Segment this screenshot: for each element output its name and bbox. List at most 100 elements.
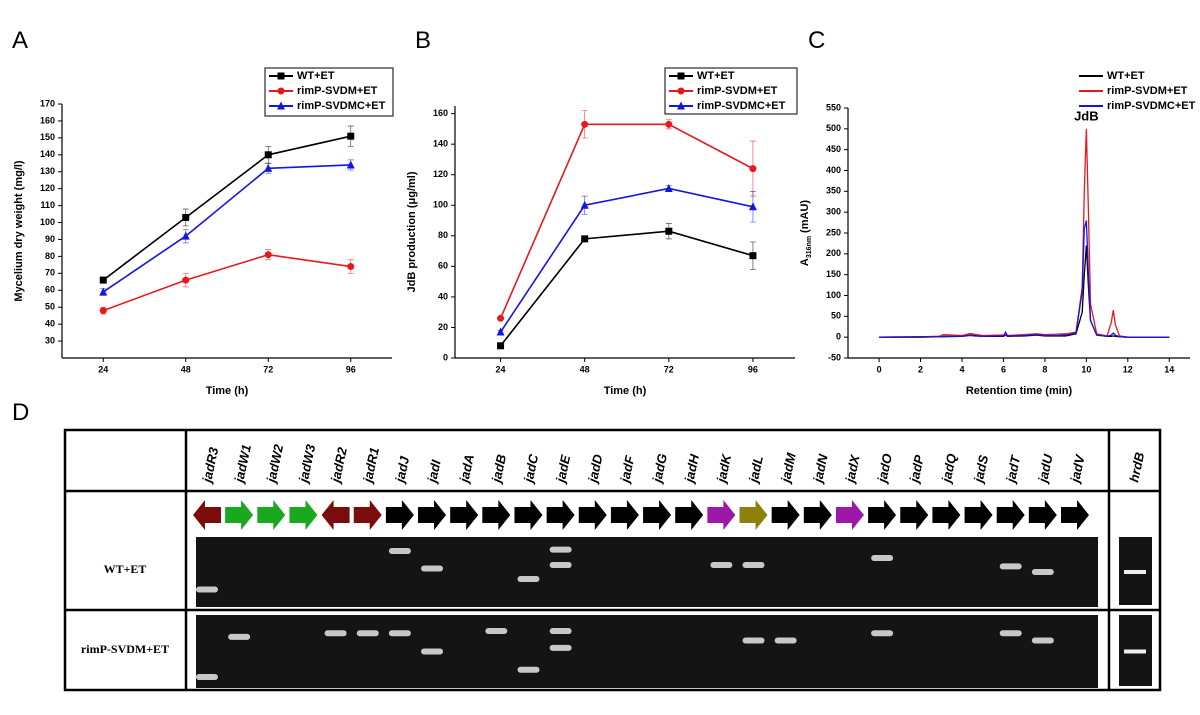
x-tick-label: 0 xyxy=(877,364,882,374)
gene-label: jadM xyxy=(778,450,799,485)
y-tick-label: 80 xyxy=(438,230,448,240)
gene-label: jadU xyxy=(1035,452,1056,485)
legend-label: rimP-SVDMC+ET xyxy=(697,100,786,112)
y-tick-label: 80 xyxy=(45,251,55,261)
gene-arrow xyxy=(675,500,704,530)
gel-table xyxy=(63,428,1162,692)
marker xyxy=(99,287,108,296)
legend-label: rimP-SVDM+ET xyxy=(297,85,378,97)
y-tick-label: 160 xyxy=(433,108,448,118)
y-tick-label: 150 xyxy=(826,269,841,279)
y-axis-title: Mycelium dry weight (mg/l) xyxy=(13,160,25,302)
marker xyxy=(277,87,285,95)
legend-label: WT+ET xyxy=(297,70,335,82)
gel-image xyxy=(196,537,1098,607)
y-tick-label: 0 xyxy=(836,332,841,342)
marker xyxy=(264,251,272,259)
x-tick-label: 4 xyxy=(959,364,964,374)
series-line xyxy=(499,123,754,319)
x-tick-label: 14 xyxy=(1164,364,1174,374)
marker xyxy=(264,163,273,172)
y-tick-label: 170 xyxy=(40,98,55,108)
y-tick-label: 140 xyxy=(433,139,448,149)
gene-arrow xyxy=(964,500,993,530)
gene-label: jadS xyxy=(970,453,991,485)
panel-label: C xyxy=(808,27,825,54)
marker xyxy=(581,120,589,128)
x-axis-title: Time (h) xyxy=(604,385,647,397)
legend-label: rimP-SVDM+ET xyxy=(1107,85,1188,97)
y-tick-label: 40 xyxy=(438,291,448,301)
gene-arrow xyxy=(900,500,929,530)
marker xyxy=(277,101,285,110)
y-tick-label: 350 xyxy=(826,186,841,196)
marker xyxy=(677,101,685,110)
gene-arrow xyxy=(578,500,607,530)
gene-arrow xyxy=(193,500,221,530)
gene-arrow xyxy=(353,500,382,530)
marker xyxy=(496,327,505,336)
gene-arrow xyxy=(1061,500,1089,530)
annotation: JdB xyxy=(1074,109,1099,124)
gene-label: jadR3 xyxy=(199,445,222,485)
y-tick-label: 250 xyxy=(826,227,841,237)
panel-label: A xyxy=(12,27,28,54)
control-band xyxy=(1124,649,1146,654)
y-tick-label: 60 xyxy=(438,261,448,271)
y-tick-label: 120 xyxy=(433,169,448,179)
y-tick-label: 130 xyxy=(40,166,55,176)
gel-band xyxy=(1031,637,1054,644)
marker xyxy=(99,307,107,315)
gene-label: jadA xyxy=(456,453,477,486)
x-tick-label: 24 xyxy=(98,364,108,374)
gene-label: jadE xyxy=(552,453,573,485)
gel-band xyxy=(999,630,1022,637)
y-tick-label: 120 xyxy=(40,183,55,193)
gene-arrow xyxy=(707,500,736,530)
gene-arrow xyxy=(835,500,864,530)
gene-arrow xyxy=(514,500,543,530)
gene-label: jadR1 xyxy=(360,446,382,486)
gel-band xyxy=(871,555,894,561)
gene-arrow xyxy=(418,500,447,530)
y-axis-title-sub: 316nm xyxy=(806,236,813,258)
y-tick-label: 30 xyxy=(45,335,55,345)
gene-label: jadX xyxy=(842,452,863,485)
gene-label: jadP xyxy=(906,453,927,485)
gel-band xyxy=(421,565,444,572)
series-line xyxy=(102,135,351,281)
gene-arrow xyxy=(868,500,897,530)
marker xyxy=(497,314,505,322)
x-axis-title: Retention time (min) xyxy=(966,385,1073,397)
x-axis-title: Time (h) xyxy=(206,385,249,397)
marker xyxy=(665,227,673,235)
gene-arrow xyxy=(257,500,286,530)
y-tick-label: 150 xyxy=(40,132,55,142)
series-line xyxy=(879,128,1170,338)
gene-label: jadN xyxy=(810,452,831,485)
marker xyxy=(182,276,190,284)
gene-arrow xyxy=(610,500,639,530)
y-tick-label: 140 xyxy=(40,149,55,159)
gene-label: jadD xyxy=(585,452,606,485)
marker xyxy=(664,183,673,192)
y-tick-label: 160 xyxy=(40,115,55,125)
legend-label: rimP-SVDMC+ET xyxy=(297,100,386,112)
y-tick-label: 400 xyxy=(826,165,841,175)
marker xyxy=(581,235,589,243)
y-axis-title-main: JdB production (μg/ml) xyxy=(406,171,418,292)
gene-label: jadT xyxy=(1003,453,1024,485)
row-label: rimP-SVDM+ET xyxy=(81,642,169,656)
marker xyxy=(677,87,685,95)
y-tick-label: 100 xyxy=(40,217,55,227)
gene-arrow xyxy=(643,500,672,530)
y-axis-title-unit: (mAU) xyxy=(799,200,811,233)
gel-band xyxy=(742,637,765,644)
marker xyxy=(749,252,757,260)
marker xyxy=(665,120,673,128)
marker xyxy=(346,160,355,169)
gene-label: jadW2 xyxy=(263,442,286,485)
gel-band xyxy=(549,546,572,553)
gene-label: jadF xyxy=(617,453,638,485)
marker xyxy=(181,231,190,240)
